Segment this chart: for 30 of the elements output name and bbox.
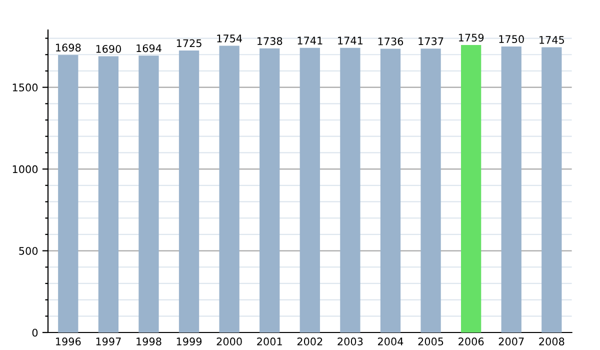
- x-tick-label: 1998: [136, 338, 162, 346]
- x-tick-label: 2003: [338, 338, 363, 346]
- x-tick-label: 2008: [539, 338, 564, 346]
- data-label: 1759: [458, 34, 484, 42]
- data-label: 1737: [418, 37, 444, 46]
- x-tick-label: 1996: [56, 338, 81, 346]
- y-tick-label: 0: [32, 328, 38, 337]
- data-label: 1745: [540, 36, 564, 44]
- data-label: 1725: [176, 39, 202, 48]
- x-tick-label: 1999: [176, 338, 202, 346]
- data-label: 1738: [257, 37, 282, 45]
- data-label: 1736: [378, 37, 404, 46]
- y-tick-label: 500: [19, 246, 38, 255]
- x-tick-label: 2001: [257, 338, 282, 346]
- y-tick-label: 1500: [12, 84, 38, 92]
- data-label: 1694: [136, 44, 162, 52]
- x-tick-label: 2006: [458, 338, 484, 346]
- x-tick-label: 2007: [498, 338, 524, 346]
- x-tick-label: 2000: [216, 338, 242, 346]
- data-label: 1754: [217, 34, 242, 42]
- data-label: 1750: [499, 35, 524, 44]
- x-tick-label: 2002: [297, 338, 322, 346]
- data-label: 1698: [56, 44, 81, 52]
- data-label: 1741: [338, 36, 362, 44]
- data-label: 1741: [298, 36, 322, 44]
- x-tick-label: 2005: [418, 338, 444, 346]
- x-tick-label: 1997: [96, 338, 121, 346]
- x-tick-label: 2004: [378, 338, 404, 346]
- data-label: 1690: [96, 44, 121, 53]
- y-tick-label: 1000: [12, 165, 38, 174]
